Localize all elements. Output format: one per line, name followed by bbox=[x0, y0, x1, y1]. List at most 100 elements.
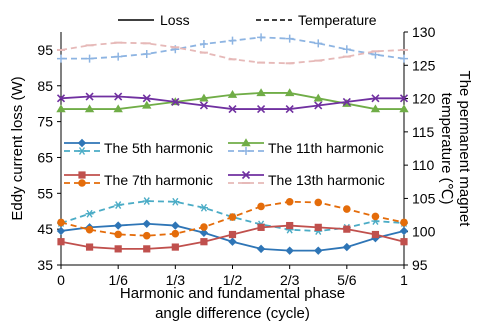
legend-row0-right-label: The 11th harmonic bbox=[268, 140, 384, 156]
series-3-marker bbox=[200, 223, 208, 231]
series-3-marker bbox=[114, 230, 122, 239]
x-tick-label: 2/3 bbox=[280, 272, 300, 288]
series-2-marker bbox=[286, 221, 294, 230]
series-1-marker bbox=[85, 209, 94, 218]
series-2-marker bbox=[343, 225, 351, 233]
right-y-tick-label: 110 bbox=[412, 157, 435, 173]
series-3-marker bbox=[314, 198, 323, 207]
legend-row1-right-loss-marker bbox=[241, 170, 251, 180]
series-6-marker bbox=[114, 92, 123, 101]
legend-loss-label: Loss bbox=[160, 12, 190, 28]
series-3-marker bbox=[285, 197, 294, 206]
series-3-marker bbox=[85, 225, 94, 234]
right-y-axis-title: The permanent magnet bbox=[456, 71, 473, 228]
series-6-marker bbox=[56, 94, 66, 103]
x-tick-label: 1/2 bbox=[223, 272, 243, 288]
legend-row0-right-loss-marker bbox=[241, 138, 251, 147]
series-6-marker bbox=[142, 94, 151, 103]
series-2-marker bbox=[114, 245, 122, 253]
series-1-marker bbox=[199, 203, 208, 212]
series-0-marker bbox=[199, 228, 209, 237]
legend-row1-right-label: The 13th harmonic bbox=[268, 172, 385, 188]
series-2-marker bbox=[171, 243, 179, 251]
series-3-marker bbox=[371, 212, 380, 221]
series-2-marker bbox=[371, 230, 380, 239]
legend-row1-left-temp-marker bbox=[78, 179, 86, 187]
series-2-marker bbox=[400, 238, 408, 246]
series-1-marker bbox=[171, 197, 180, 206]
right-y-tick-label: 95 bbox=[412, 257, 428, 273]
series-0-marker bbox=[113, 221, 123, 230]
series-5-marker bbox=[228, 36, 237, 45]
series-1-marker bbox=[114, 201, 123, 209]
series-1-marker bbox=[142, 197, 151, 205]
series-0-marker bbox=[285, 246, 294, 255]
x-tick-label: 1/6 bbox=[108, 272, 128, 288]
legend-row0-left-temp-marker bbox=[78, 147, 86, 155]
left-y-tick-label: 95 bbox=[37, 42, 53, 58]
series-5-marker bbox=[400, 54, 408, 63]
series-5-marker bbox=[199, 39, 208, 48]
series-4-marker bbox=[113, 104, 123, 113]
legend-temperature-label: Temperature bbox=[298, 12, 377, 28]
x-tick-label: 5/6 bbox=[337, 272, 357, 288]
series-6-marker bbox=[285, 105, 294, 114]
right-y-tick-label: 115 bbox=[412, 124, 435, 140]
series-6-marker bbox=[228, 105, 237, 114]
series-2-marker bbox=[257, 223, 265, 231]
series-4-marker bbox=[256, 88, 266, 97]
series-0-marker bbox=[399, 226, 409, 236]
series-5-marker bbox=[114, 52, 123, 61]
series-6-marker bbox=[85, 92, 94, 101]
legend-row1-left-label: The 7th harmonic bbox=[104, 172, 213, 188]
series-6-marker bbox=[371, 94, 380, 103]
series-4-marker bbox=[370, 104, 381, 113]
series-3-marker bbox=[228, 213, 237, 221]
series-3-marker bbox=[400, 218, 408, 227]
x-tick-label: 1/3 bbox=[166, 272, 186, 288]
x-axis-title: angle difference (cycle) bbox=[155, 305, 310, 322]
series-2-marker bbox=[314, 223, 322, 231]
right-y-tick-label: 125 bbox=[412, 57, 436, 73]
series-6-marker bbox=[342, 97, 351, 106]
series-4-marker bbox=[313, 93, 323, 102]
series-5-marker bbox=[142, 49, 151, 58]
series-5-marker bbox=[285, 34, 294, 43]
series-6-marker bbox=[257, 105, 266, 114]
series-6-marker bbox=[314, 101, 323, 110]
series-3-marker bbox=[343, 205, 351, 213]
series-4-marker bbox=[199, 93, 209, 102]
series-6-marker bbox=[171, 97, 180, 106]
series-6-marker bbox=[199, 101, 208, 110]
series-4-marker bbox=[84, 104, 95, 113]
series-4-marker bbox=[284, 88, 295, 97]
left-y-tick-label: 45 bbox=[37, 221, 53, 237]
series-3-marker bbox=[171, 229, 180, 238]
series-4-marker bbox=[142, 100, 152, 109]
series-0-marker bbox=[171, 221, 180, 230]
series-0-marker bbox=[228, 237, 237, 246]
series-6-marker bbox=[399, 94, 409, 103]
series-5-marker bbox=[57, 54, 65, 63]
series-3-marker bbox=[57, 218, 65, 227]
series-0-marker bbox=[314, 246, 323, 255]
series-4-marker bbox=[227, 90, 238, 98]
legend-row0-left-loss-marker bbox=[77, 138, 87, 148]
left-y-tick-label: 75 bbox=[37, 114, 53, 130]
right-y-tick-label: 120 bbox=[412, 91, 436, 107]
series-0-marker bbox=[342, 242, 352, 252]
series-0-marker bbox=[56, 226, 66, 236]
right-y-tick-label: 105 bbox=[412, 190, 436, 206]
series-5-marker bbox=[85, 54, 94, 63]
right-y-axis-title: temperature (℃) bbox=[438, 93, 455, 205]
legend-row1-left-loss-marker bbox=[78, 171, 86, 179]
series-5-marker bbox=[314, 39, 323, 48]
x-tick-label: 1 bbox=[400, 272, 408, 288]
left-y-tick-label: 35 bbox=[37, 257, 53, 273]
series-2-marker bbox=[57, 238, 65, 246]
series-2-marker bbox=[228, 230, 237, 239]
right-y-tick-label: 130 bbox=[412, 24, 436, 40]
series-3-marker bbox=[257, 202, 265, 211]
series-5-marker bbox=[342, 45, 351, 54]
